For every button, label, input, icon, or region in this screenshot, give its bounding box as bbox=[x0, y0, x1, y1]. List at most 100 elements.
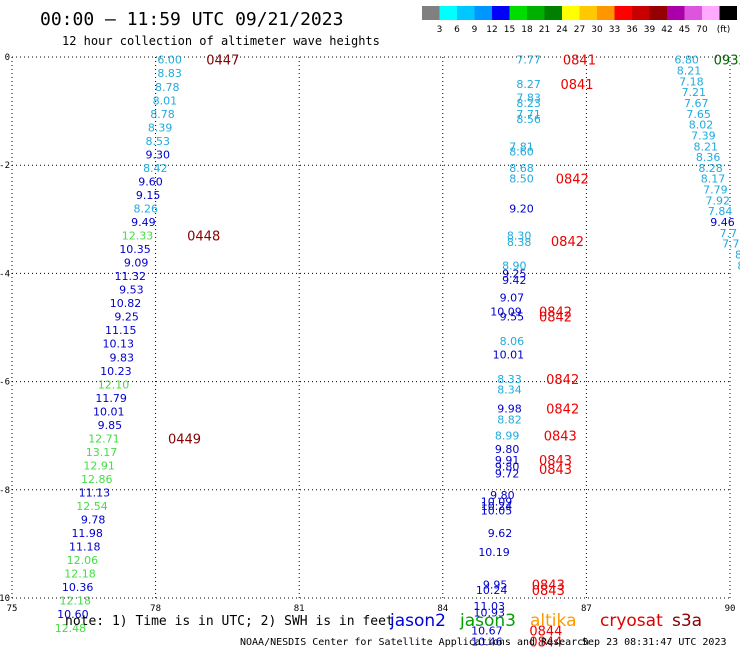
swh-value-label: 9.46 bbox=[710, 216, 735, 229]
pass-time-label: 0842 bbox=[546, 403, 579, 418]
swh-value-label: 7.21 bbox=[682, 86, 707, 99]
chart-title: 00:00 – 11:59 UTC 09/21/2023 bbox=[40, 9, 343, 30]
swh-value-label: 8.21 bbox=[694, 140, 719, 153]
legend-swatch bbox=[667, 6, 685, 20]
swh-value-label: 10.93 bbox=[474, 607, 506, 620]
swh-value-label: 8.26 bbox=[133, 202, 158, 215]
legend-bin-label: 70 bbox=[696, 25, 708, 35]
swh-value-label: 9.80 bbox=[495, 443, 520, 456]
swh-value-label: 12.10 bbox=[98, 378, 130, 391]
swh-value-label: 12.91 bbox=[83, 459, 115, 472]
satellite-name-altika: altika bbox=[530, 611, 577, 631]
swh-value-label: 7.65 bbox=[686, 108, 711, 121]
swh-value-label: 8.78 bbox=[155, 81, 180, 94]
swh-value-label: 9.25 bbox=[114, 311, 139, 324]
swh-value-label: 10.19 bbox=[478, 546, 510, 559]
pass-time-label: 0447 bbox=[206, 54, 239, 69]
swh-value-label: 9.95 bbox=[483, 578, 508, 591]
swh-value-label: 7.7 bbox=[720, 227, 738, 240]
swh-value-label: 7.81 bbox=[509, 140, 534, 153]
swh-value-label: 10.01 bbox=[493, 349, 525, 362]
legend-unit-label: (ft) bbox=[717, 25, 731, 35]
swh-value-label: 9.78 bbox=[81, 514, 106, 527]
swh-value-label: 6.80 bbox=[674, 54, 699, 67]
swh-value-label: 11.18 bbox=[69, 541, 101, 554]
swh-value-label: 7.7 bbox=[722, 238, 740, 251]
swh-value-label: 9.62 bbox=[488, 527, 513, 540]
swh-value-label: 6.00 bbox=[157, 54, 182, 67]
pass-time-label: 0842 bbox=[539, 311, 572, 326]
swh-value-label: 12.18 bbox=[64, 568, 96, 581]
swh-value-label: 12.48 bbox=[55, 622, 87, 635]
swh-value-label: 8.06 bbox=[500, 335, 525, 348]
swh-value-label: 7.77 bbox=[516, 54, 541, 67]
pass-time-label: 0843 bbox=[532, 578, 565, 593]
legend-swatch bbox=[597, 6, 615, 20]
swh-value-label: 8.01 bbox=[153, 94, 178, 107]
x-tick-label: 90 bbox=[725, 604, 736, 614]
satellite-name-s3a: s3a bbox=[672, 611, 702, 631]
swh-value-label: 7.79 bbox=[703, 184, 728, 197]
y-tick-label: -8 bbox=[0, 486, 10, 496]
legend-swatch bbox=[492, 6, 510, 20]
swh-value-label: 8.68 bbox=[509, 162, 534, 175]
legend-swatch bbox=[527, 6, 545, 20]
swh-value-label: 10.36 bbox=[62, 581, 94, 594]
swh-value-label: 8.34 bbox=[497, 384, 522, 397]
swh-value-label: 10.60 bbox=[57, 608, 89, 621]
legend-swatch bbox=[579, 6, 597, 20]
swh-value-label: 8.56 bbox=[516, 113, 541, 126]
swh-value-label: 8.17 bbox=[701, 173, 726, 186]
swh-value-label: 9.91 bbox=[495, 454, 520, 467]
pass-time-label: 0842 bbox=[551, 235, 584, 250]
x-tick-label: 78 bbox=[150, 604, 161, 614]
footer-credit: NOAA/NESDIS Center for Satellite Applica… bbox=[240, 637, 589, 648]
color-legend: 3 6 9 12 15 18 21 24 27 30 33 36 39 42 45 70 (ft) bbox=[422, 6, 737, 35]
swh-value-label: 8.28 bbox=[698, 162, 723, 175]
swh-value-label: 12.06 bbox=[67, 554, 99, 567]
swh-value-label: 8.78 bbox=[150, 108, 175, 121]
satellite-name-jason3: jason3 bbox=[459, 611, 516, 631]
swh-value-label: 10.09 bbox=[481, 496, 513, 509]
legend-bin-label: 36 bbox=[626, 25, 638, 35]
swh-value-label: 12.54 bbox=[76, 500, 108, 513]
swh-value-label: 9.85 bbox=[98, 419, 123, 432]
legend-bin-label: 21 bbox=[539, 25, 550, 35]
legend-swatch bbox=[649, 6, 667, 20]
swh-value-label: 9.07 bbox=[500, 292, 525, 305]
swh-value-label: 9.60 bbox=[138, 175, 163, 188]
note-text: note: 1) Time is in UTC; 2) SWH is in fe… bbox=[65, 614, 394, 629]
pass-time-label: 0932 bbox=[714, 54, 740, 69]
swh-value-label: 9.15 bbox=[136, 189, 161, 202]
swh-value-label: 10.35 bbox=[119, 243, 151, 256]
swh-value-label: 9.53 bbox=[119, 284, 144, 297]
swh-value-label: 8.82 bbox=[497, 413, 522, 426]
swh-value-label: 9.20 bbox=[509, 202, 534, 215]
swh-value-label: 9.80 bbox=[490, 489, 515, 502]
satellite-name-jason2: jason2 bbox=[389, 611, 446, 631]
swh-value-label: 12.86 bbox=[81, 473, 113, 486]
x-tick-label: 84 bbox=[437, 604, 448, 614]
legend-bin-label: 9 bbox=[472, 25, 478, 35]
legend-swatch bbox=[474, 6, 492, 20]
legend-bin-label: 33 bbox=[609, 25, 620, 35]
swh-value-label: 10.05 bbox=[481, 504, 513, 517]
swh-values: 6.008.838.788.018.788.398.539.308.429.60… bbox=[55, 54, 740, 649]
legend-swatch bbox=[614, 6, 632, 20]
legend-swatch bbox=[632, 6, 650, 20]
swh-value-label: 8 bbox=[737, 259, 740, 272]
swh-value-label: 10.09 bbox=[490, 305, 522, 318]
swh-value-label: 8.53 bbox=[145, 135, 170, 148]
swh-value-label: 13.17 bbox=[86, 446, 118, 459]
swh-value-label: 10.13 bbox=[103, 338, 135, 351]
pass-time-label: 0843 bbox=[539, 454, 572, 469]
swh-value-label: 8.90 bbox=[502, 259, 527, 272]
x-tick-label: 81 bbox=[294, 604, 305, 614]
swh-value-label: 11.79 bbox=[95, 392, 127, 405]
swh-value-label: 10.67 bbox=[471, 624, 503, 637]
pass-time-label: 0842 bbox=[556, 173, 589, 188]
swh-value-label: 9.42 bbox=[502, 274, 527, 287]
swh-value-label: 8.38 bbox=[507, 236, 532, 249]
swh-value-label: 10.24 bbox=[476, 584, 508, 597]
y-tick-label: -2 bbox=[0, 161, 10, 171]
